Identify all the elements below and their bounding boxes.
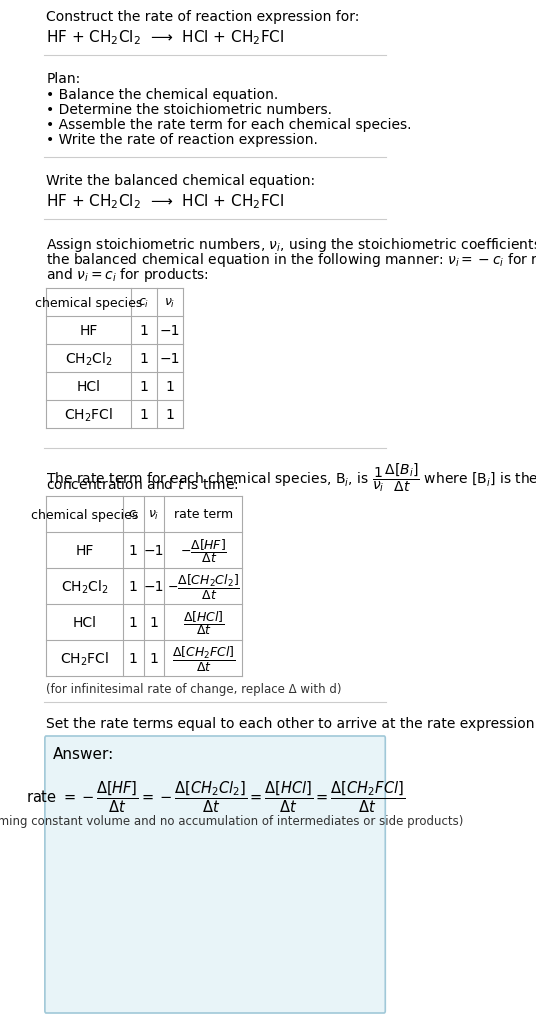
Text: −1: −1 [159,352,180,366]
Text: Assign stoichiometric numbers, $\nu_i$, using the stoichiometric coefficients, $: Assign stoichiometric numbers, $\nu_i$, … [46,235,536,254]
Text: $\dfrac{\Delta[CH_2FCl]}{\Delta t}$: $\dfrac{\Delta[CH_2FCl]}{\Delta t}$ [172,644,235,673]
Text: concentration and $t$ is time:: concentration and $t$ is time: [46,477,239,491]
Text: CH$_2$Cl$_2$: CH$_2$Cl$_2$ [64,350,112,367]
Text: HF: HF [76,543,94,557]
Text: −1: −1 [144,580,164,593]
Text: 1: 1 [139,352,148,366]
Text: Write the balanced chemical equation:: Write the balanced chemical equation: [46,174,315,187]
Text: Construct the rate of reaction expression for:: Construct the rate of reaction expressio… [46,10,360,24]
Text: and $\nu_i = c_i$ for products:: and $\nu_i = c_i$ for products: [46,266,209,283]
Text: Answer:: Answer: [53,746,114,761]
Text: 1: 1 [150,615,159,630]
Text: −1: −1 [144,543,164,557]
Text: HF + CH$_2$Cl$_2$  ⟶  HCl + CH$_2$FCl: HF + CH$_2$Cl$_2$ ⟶ HCl + CH$_2$FCl [46,28,285,47]
Text: 1: 1 [129,580,138,593]
Text: 1: 1 [139,324,148,337]
Text: $-\dfrac{\Delta[CH_2Cl_2]}{\Delta t}$: $-\dfrac{\Delta[CH_2Cl_2]}{\Delta t}$ [167,572,240,601]
Text: 1: 1 [129,615,138,630]
Text: 1: 1 [165,408,174,422]
Text: • Write the rate of reaction expression.: • Write the rate of reaction expression. [46,132,318,147]
Text: Plan:: Plan: [46,72,80,86]
Text: CH$_2$FCl: CH$_2$FCl [64,406,113,423]
Text: 1: 1 [165,380,174,393]
Text: $c_i$: $c_i$ [128,507,139,521]
Text: The rate term for each chemical species, B$_i$, is $\dfrac{1}{\nu_i}\dfrac{\Delt: The rate term for each chemical species,… [46,461,536,493]
Text: $\dfrac{\Delta[HCl]}{\Delta t}$: $\dfrac{\Delta[HCl]}{\Delta t}$ [183,608,224,636]
Text: $c_i$: $c_i$ [138,297,149,309]
Text: $-\dfrac{\Delta[HF]}{\Delta t}$: $-\dfrac{\Delta[HF]}{\Delta t}$ [180,537,227,565]
Text: 1: 1 [129,651,138,665]
Text: rate term: rate term [174,508,233,521]
Text: • Determine the stoichiometric numbers.: • Determine the stoichiometric numbers. [46,103,332,117]
Text: −1: −1 [159,324,180,337]
Text: HF: HF [79,324,98,337]
Text: CH$_2$FCl: CH$_2$FCl [60,650,109,667]
Text: 1: 1 [150,651,159,665]
Text: chemical species: chemical species [35,297,142,309]
Text: Set the rate terms equal to each other to arrive at the rate expression:: Set the rate terms equal to each other t… [46,716,536,731]
Text: $\nu_i$: $\nu_i$ [148,507,160,521]
Text: the balanced chemical equation in the following manner: $\nu_i = -c_i$ for react: the balanced chemical equation in the fo… [46,251,536,269]
Text: HF + CH$_2$Cl$_2$  ⟶  HCl + CH$_2$FCl: HF + CH$_2$Cl$_2$ ⟶ HCl + CH$_2$FCl [46,192,285,211]
Text: • Balance the chemical equation.: • Balance the chemical equation. [46,88,278,102]
Text: CH$_2$Cl$_2$: CH$_2$Cl$_2$ [61,578,108,595]
Text: HCl: HCl [77,380,100,393]
Text: • Assemble the rate term for each chemical species.: • Assemble the rate term for each chemic… [46,118,412,131]
Text: 1: 1 [129,543,138,557]
Text: chemical species: chemical species [31,508,138,521]
Text: 1: 1 [139,380,148,393]
Text: $\nu_i$: $\nu_i$ [164,297,175,309]
Text: (assuming constant volume and no accumulation of intermediates or side products): (assuming constant volume and no accumul… [0,814,464,827]
Text: HCl: HCl [72,615,96,630]
FancyBboxPatch shape [45,737,385,1013]
Text: 1: 1 [139,408,148,422]
Text: (for infinitesimal rate of change, replace Δ with d): (for infinitesimal rate of change, repla… [46,683,341,695]
Text: rate $= -\dfrac{\Delta[HF]}{\Delta t} = -\dfrac{\Delta[CH_2Cl_2]}{\Delta t} = \d: rate $= -\dfrac{\Delta[HF]}{\Delta t} = … [26,779,405,814]
